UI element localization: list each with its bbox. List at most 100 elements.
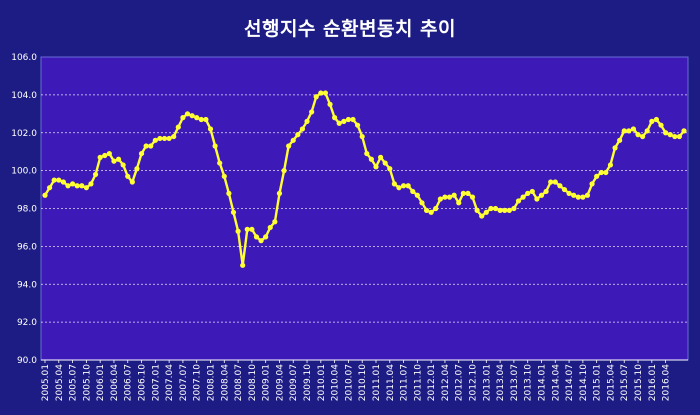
data-point <box>194 115 200 121</box>
data-point <box>373 164 379 170</box>
x-tick-label: 2015.01 <box>593 364 603 401</box>
x-tick-label: 2008.04 <box>220 364 230 401</box>
data-point <box>217 160 223 166</box>
data-point <box>290 137 296 143</box>
x-tick-label: 2015.10 <box>634 364 644 401</box>
data-point <box>295 132 301 138</box>
data-point <box>212 143 218 149</box>
x-tick-label: 2006.10 <box>138 364 148 401</box>
data-point <box>83 185 89 191</box>
data-point <box>405 183 411 189</box>
data-point <box>474 207 480 213</box>
data-point <box>332 115 338 121</box>
x-tick-label: 2005.04 <box>55 364 65 401</box>
data-point <box>115 156 122 162</box>
y-tick-label: 104.0 <box>11 91 37 101</box>
x-tick-label: 2006.01 <box>96 364 106 401</box>
data-point <box>161 135 168 142</box>
y-axis: 90.0 92.0 94.0 96.0 98.0 100.0 102.0 104.0 106.0 <box>11 53 37 366</box>
x-tick-label: 2009.04 <box>275 364 285 401</box>
data-point <box>120 162 126 168</box>
data-point <box>175 124 181 130</box>
x-tick-label: 2005.07 <box>69 364 79 401</box>
plot-area <box>40 56 689 361</box>
data-point <box>676 133 683 140</box>
data-point <box>157 135 163 142</box>
data-point <box>534 196 540 202</box>
data-point <box>423 207 430 213</box>
data-point <box>396 185 402 191</box>
data-point <box>322 90 329 96</box>
data-point <box>598 169 604 176</box>
x-tick-label: 2006.07 <box>124 364 134 401</box>
data-point <box>318 90 324 96</box>
x-tick-label: 2014.10 <box>579 364 589 401</box>
data-point <box>267 224 273 231</box>
x-tick-label: 2012.04 <box>441 364 451 401</box>
x-tick-label: 2013.07 <box>510 364 520 401</box>
data-point <box>46 185 53 191</box>
data-point <box>258 238 264 244</box>
data-point <box>355 122 361 128</box>
data-point <box>630 126 637 132</box>
data-point <box>79 183 85 189</box>
data-point <box>138 150 145 157</box>
data-point <box>575 194 581 200</box>
data-point <box>492 205 499 212</box>
data-point <box>520 194 526 200</box>
data-point <box>249 226 255 232</box>
data-point <box>479 213 485 219</box>
data-point <box>557 183 563 189</box>
data-point <box>460 190 466 196</box>
y-tick-label: 96.0 <box>17 242 37 252</box>
x-tick-label: 2016.04 <box>662 364 672 401</box>
data-point <box>529 188 535 195</box>
data-point <box>341 118 347 124</box>
data-point <box>428 209 434 215</box>
y-tick-label: 94.0 <box>17 280 37 290</box>
data-point <box>60 179 66 185</box>
data-point <box>134 166 140 172</box>
data-point <box>263 234 269 240</box>
x-tick-label: 2005.10 <box>82 364 92 401</box>
y-tick-label: 102.0 <box>11 129 37 139</box>
data-point <box>511 205 517 212</box>
data-point <box>400 183 407 189</box>
data-point <box>446 194 453 200</box>
data-point <box>410 188 416 195</box>
data-point <box>97 154 103 160</box>
data-point <box>525 190 531 196</box>
data-point <box>635 132 641 138</box>
data-point <box>65 183 71 189</box>
x-tick-label: 2015.04 <box>606 364 616 401</box>
data-point <box>106 150 112 157</box>
data-point <box>649 118 655 124</box>
data-point <box>387 166 393 172</box>
data-point <box>148 143 154 149</box>
x-tick-label: 2013.04 <box>496 364 506 401</box>
data-point <box>617 137 623 143</box>
data-point <box>644 128 650 134</box>
x-tick-label: 2015.07 <box>620 364 630 401</box>
data-point <box>203 116 209 123</box>
data-point <box>221 173 227 179</box>
data-point <box>603 169 609 176</box>
data-point <box>281 168 287 174</box>
x-tick-label: 2014.04 <box>551 364 561 401</box>
data-point <box>433 205 439 212</box>
data-point <box>469 194 476 200</box>
data-point <box>506 207 512 213</box>
data-point <box>184 111 191 117</box>
data-point <box>502 207 508 213</box>
data-point <box>640 133 646 140</box>
data-point <box>672 133 678 140</box>
data-point <box>42 192 48 198</box>
data-point <box>663 130 669 136</box>
data-point <box>580 194 586 200</box>
data-point <box>515 198 522 204</box>
x-tick-label: 2012.07 <box>455 364 465 401</box>
data-point <box>483 209 489 215</box>
x-tick-label: 2009.10 <box>303 364 313 401</box>
x-tick-label: 2008.10 <box>248 364 258 401</box>
